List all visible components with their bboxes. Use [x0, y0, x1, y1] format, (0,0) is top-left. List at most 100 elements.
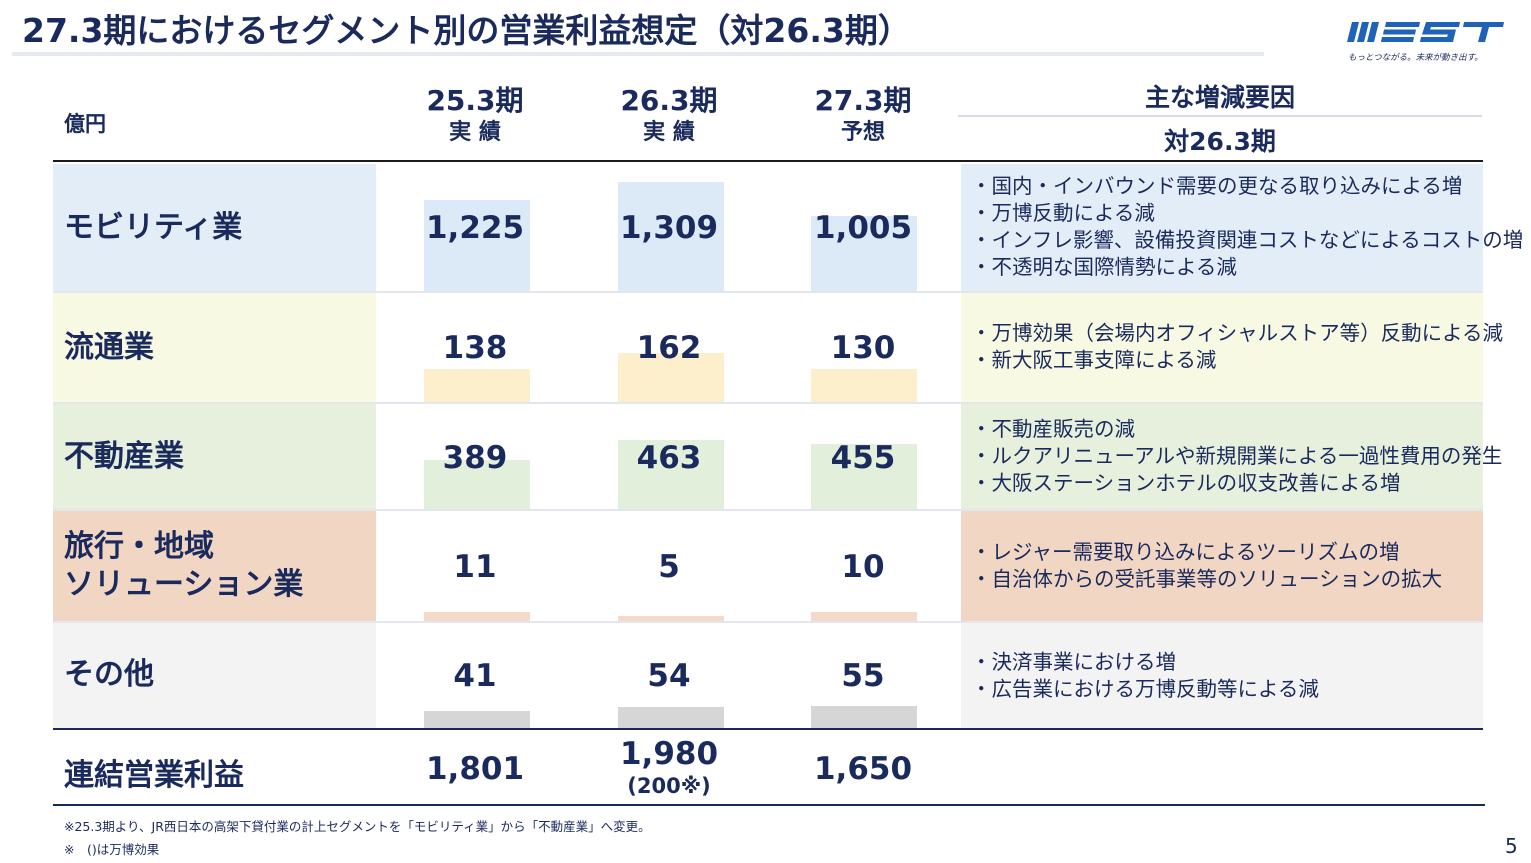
segment-row-other: その他 41 54 55 ・決済事業における増 ・広告業における万博反動等による… — [53, 623, 1483, 728]
bar-25 — [424, 369, 530, 402]
reasons-cell-bg — [961, 623, 1483, 728]
segment-row-retail: 流通業 138 162 130 ・万博効果（会場内オフィシャルストア等）反動によ… — [53, 293, 1503, 404]
column-kind: 実 績 — [449, 120, 501, 145]
value-27: 55 — [841, 658, 885, 694]
west-logo-mark — [1347, 22, 1504, 42]
value-25: 41 — [453, 658, 497, 694]
bar-27 — [811, 369, 917, 402]
value-26: 463 — [636, 440, 702, 476]
west-logo: もっとつながる。未来が動き出す。 — [1346, 18, 1511, 66]
header-bottom-rule — [53, 160, 1483, 162]
page-number: 5 — [1505, 834, 1518, 858]
column-kind: 実 績 — [643, 120, 695, 145]
reason-item: ・レジャー需要取り込みによるツーリズムの増 — [971, 540, 1400, 564]
segment-name: 不動産業 — [64, 439, 184, 474]
segment-cell-bg — [53, 511, 376, 621]
bar-26 — [618, 707, 724, 728]
value-25: 1,225 — [425, 210, 525, 246]
reason-item: ・万博効果（会場内オフィシャルストア等）反動による減 — [971, 321, 1503, 345]
reason-item: ・国内・インバウンド需要の更なる取り込みによる増 — [971, 174, 1463, 198]
reason-item: ・自治体からの受託事業等のソリューションの拡大 — [971, 567, 1443, 591]
value-26: 1,309 — [619, 210, 719, 246]
segment-name: モビリティ業 — [64, 210, 243, 245]
value-26: 162 — [636, 330, 702, 366]
segment-name: 旅行・地域 ソリューション業 — [64, 528, 303, 604]
page-title: 27.3期におけるセグメント別の営業利益想定（対26.3期） — [22, 11, 911, 50]
reasons-list: ・不動産販売の減 ・ルクアリニューアルや新規開業による一過性費用の発生 ・大阪ス… — [971, 416, 1502, 497]
value-27: 130 — [830, 330, 896, 366]
segment-name: その他 — [64, 657, 154, 692]
segment-row-real-estate: 不動産業 389 463 455 ・不動産販売の減 ・ルクアリニューアルや新規開… — [53, 404, 1502, 511]
column-header-27: 27.3期 予想 — [766, 84, 960, 148]
row-divider — [53, 621, 1483, 623]
total-value-25: 1,801 — [425, 751, 525, 787]
reasons-header-divider — [958, 115, 1482, 117]
reasons-list: ・決済事業における増 ・広告業における万博反動等による減 — [971, 649, 1319, 703]
total-expo-effect-26: (200※) — [627, 774, 711, 798]
bar-25 — [424, 200, 530, 291]
title-underline — [12, 52, 1264, 56]
reasons-cell-bg — [961, 164, 1483, 291]
segment-cell-bg — [53, 164, 376, 291]
reason-item: ・万博反動による減 — [971, 201, 1155, 225]
total-label: 連結営業利益 — [64, 758, 244, 793]
column-kind: 予想 — [840, 120, 885, 145]
column-period: 27.3期 — [814, 84, 912, 117]
footnote-expo-effect: ※ ()は万博効果 — [64, 842, 160, 857]
segment-name-line: 旅行・地域 — [64, 529, 214, 564]
reasons-cell-bg — [961, 404, 1483, 509]
bar-27 — [811, 216, 917, 291]
reasons-list: ・万博効果（会場内オフィシャルストア等）反動による減 ・新大阪工事支障による減 — [971, 320, 1503, 374]
reasons-list: ・国内・インバウンド需要の更なる取り込みによる増 ・万博反動による減 ・インフレ… — [971, 173, 1523, 281]
bar-26 — [618, 182, 724, 291]
bar-25 — [424, 460, 530, 509]
segment-name-line: ソリューション業 — [64, 567, 304, 602]
column-header-26: 26.3期 実 績 — [572, 84, 766, 148]
value-25: 138 — [442, 330, 508, 366]
bar-27 — [811, 444, 917, 509]
reasons-cell-bg — [961, 293, 1483, 402]
reasons-cell-bg — [961, 511, 1483, 621]
value-25: 11 — [453, 549, 497, 585]
reason-item: ・不動産販売の減 — [971, 417, 1135, 441]
value-27: 10 — [841, 549, 885, 585]
logo-tagline: もっとつながる。未来が動き出す。 — [1348, 53, 1483, 63]
total-value-26: 1,980 — [619, 736, 719, 772]
value-25: 389 — [442, 440, 508, 476]
column-header-25: 25.3期 実 績 — [378, 84, 572, 148]
bar-25 — [424, 711, 530, 728]
reason-item: ・インフレ影響、設備投資関連コストなどによるコストの増 — [971, 228, 1524, 252]
segment-cell-bg — [53, 293, 376, 402]
reason-item: ・不透明な国際情勢による減 — [971, 255, 1237, 279]
reason-item: ・決済事業における増 — [971, 650, 1176, 674]
reason-item: ・ルクアリニューアルや新規開業による一過性費用の発生 — [971, 444, 1503, 468]
column-period: 25.3期 — [426, 84, 524, 117]
value-26: 54 — [647, 658, 691, 694]
bar-27 — [811, 706, 917, 728]
segment-cell-bg — [53, 404, 376, 509]
row-divider — [53, 509, 1483, 511]
bar-25 — [424, 612, 530, 621]
bar-26 — [618, 353, 724, 402]
unit-label: 億円 — [64, 112, 106, 136]
segment-cell-bg — [53, 623, 376, 728]
reasons-list: ・レジャー需要取り込みによるツーリズムの増 ・自治体からの受託事業等のソリューシ… — [971, 539, 1442, 593]
total-value-27: 1,650 — [813, 751, 913, 787]
reason-item: ・広告業における万博反動等による減 — [971, 677, 1319, 701]
reason-item: ・大阪ステーションホテルの収支改善による増 — [971, 471, 1401, 495]
reasons-title: 主な増減要因 — [1144, 83, 1295, 112]
table-bottom-rule — [53, 804, 1485, 806]
footnote-segment-change: ※25.3期より、JR西日本の高架下貸付業の計上セグメントを「モビリティ業」から… — [64, 819, 651, 834]
row-divider — [53, 402, 1483, 404]
reason-item: ・新大阪工事支障による減 — [971, 348, 1217, 372]
value-27: 1,005 — [813, 210, 913, 246]
bar-26 — [618, 616, 724, 621]
segment-name: 流通業 — [64, 330, 154, 365]
column-period: 26.3期 — [620, 84, 718, 117]
bar-27 — [811, 612, 917, 621]
segment-row-mobility: モビリティ業 1,225 1,309 1,005 ・国内・インバウンド需要の更な… — [53, 164, 1523, 293]
total-top-rule — [53, 728, 1483, 730]
row-divider — [53, 291, 1483, 293]
reasons-subtitle: 対26.3期 — [1164, 127, 1276, 156]
segment-row-travel-regional: 旅行・地域 ソリューション業 11 5 10 ・レジャー需要取り込みによるツーリ… — [53, 511, 1483, 623]
